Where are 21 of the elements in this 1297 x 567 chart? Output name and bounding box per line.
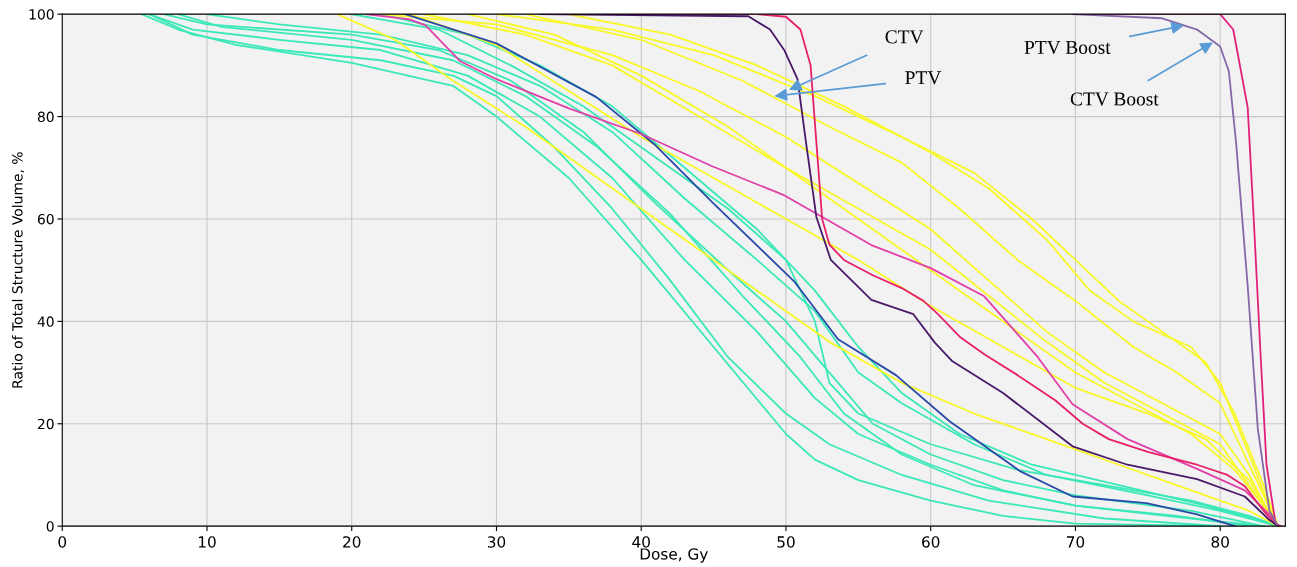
annotation: CTV Boost xyxy=(1070,92,1159,106)
y-tick-label: 40 xyxy=(37,316,54,327)
x-tick-label: 30 xyxy=(487,536,506,548)
annotation: PTV Boost xyxy=(1024,40,1111,55)
x-tick-label: 60 xyxy=(922,536,940,548)
x-tick-label: 70 xyxy=(1066,536,1085,548)
y-tick-label: 100 xyxy=(29,9,54,20)
x-tick-label: 50 xyxy=(777,536,795,548)
y-tick-label: 60 xyxy=(37,213,54,225)
y-axis-title: Ratio of Total Structure Volume, % xyxy=(11,152,25,388)
x-tick-label: 40 xyxy=(632,536,650,548)
y-tick-label: 20 xyxy=(37,418,54,430)
x-tick-label: 0 xyxy=(58,536,67,548)
x-tick-label: 10 xyxy=(198,536,216,548)
annotation: PTV xyxy=(905,71,942,85)
annotation: CTV xyxy=(885,30,924,44)
x-axis-title: Dose, Gy xyxy=(640,548,708,563)
x-tick-label: 20 xyxy=(343,536,361,548)
y-tick-label: 80 xyxy=(37,111,54,123)
y-tick-label: 0 xyxy=(46,521,54,532)
x-tick-label: 80 xyxy=(1211,536,1229,548)
